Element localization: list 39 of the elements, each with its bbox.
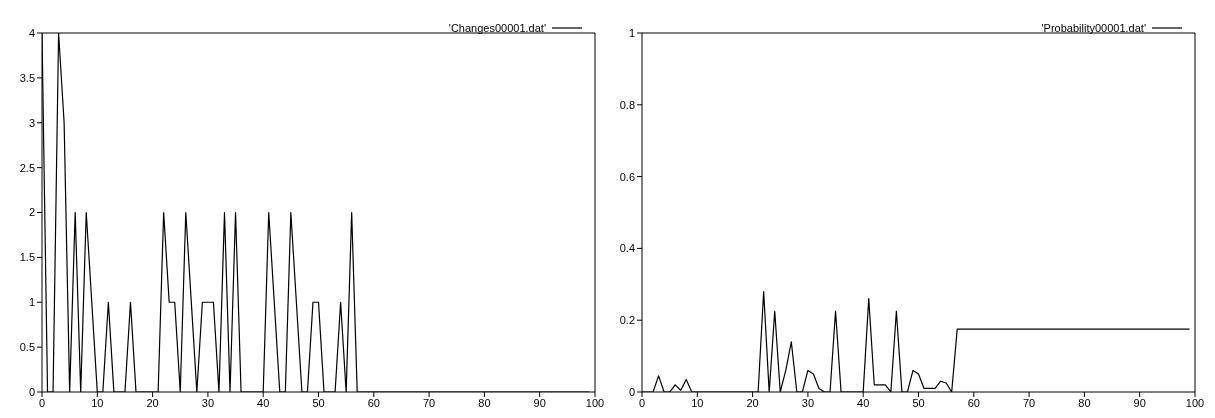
y-tick-label: 0.8 (619, 98, 635, 111)
y-tick-label: 0.5 (19, 341, 35, 354)
legend-label: 'Changes00001.dat' (448, 22, 546, 34)
y-tick-label: 1 (628, 26, 635, 39)
y-tick-label: 4 (28, 26, 35, 39)
y-tick-label: 1 (28, 296, 35, 309)
x-tick-label: 90 (1133, 396, 1146, 409)
y-tick-label: 1.5 (19, 251, 35, 264)
x-tick-label: 70 (422, 396, 436, 409)
x-tick-label: 60 (967, 396, 980, 409)
x-tick-label: 20 (746, 396, 759, 409)
y-tick-label: 0.4 (619, 242, 635, 255)
x-tick-label: 70 (1022, 396, 1036, 409)
x-tick-label: 80 (478, 396, 491, 409)
x-tick-label: 60 (367, 396, 380, 409)
y-tick-label: 0.6 (619, 170, 635, 183)
y-tick-label: 0 (628, 385, 635, 398)
x-tick-label: 30 (801, 396, 815, 409)
legend-label: 'Probability00001.dat' (1041, 22, 1146, 34)
x-tick-label: 40 (857, 396, 870, 409)
x-tick-label: 10 (691, 396, 704, 409)
y-tick-label: 0.2 (619, 314, 635, 327)
x-tick-label: 10 (91, 396, 104, 409)
x-tick-label: 40 (257, 396, 270, 409)
x-tick-label: 100 (585, 396, 605, 409)
y-tick-label: 0 (28, 385, 35, 398)
y-tick-label: 2 (28, 206, 35, 219)
x-tick-label: 0 (638, 396, 646, 409)
y-tick-label: 2.5 (19, 161, 35, 174)
x-tick-label: 50 (912, 396, 925, 409)
y-tick-label: 3 (28, 116, 35, 129)
x-tick-label: 0 (38, 396, 46, 409)
x-tick-label: 80 (1078, 396, 1091, 409)
x-tick-label: 50 (312, 396, 325, 409)
x-tick-label: 20 (146, 396, 159, 409)
x-tick-label: 90 (533, 396, 546, 409)
x-tick-label: 30 (201, 396, 215, 409)
y-tick-label: 3.5 (19, 71, 35, 84)
x-tick-label: 100 (1185, 396, 1205, 409)
